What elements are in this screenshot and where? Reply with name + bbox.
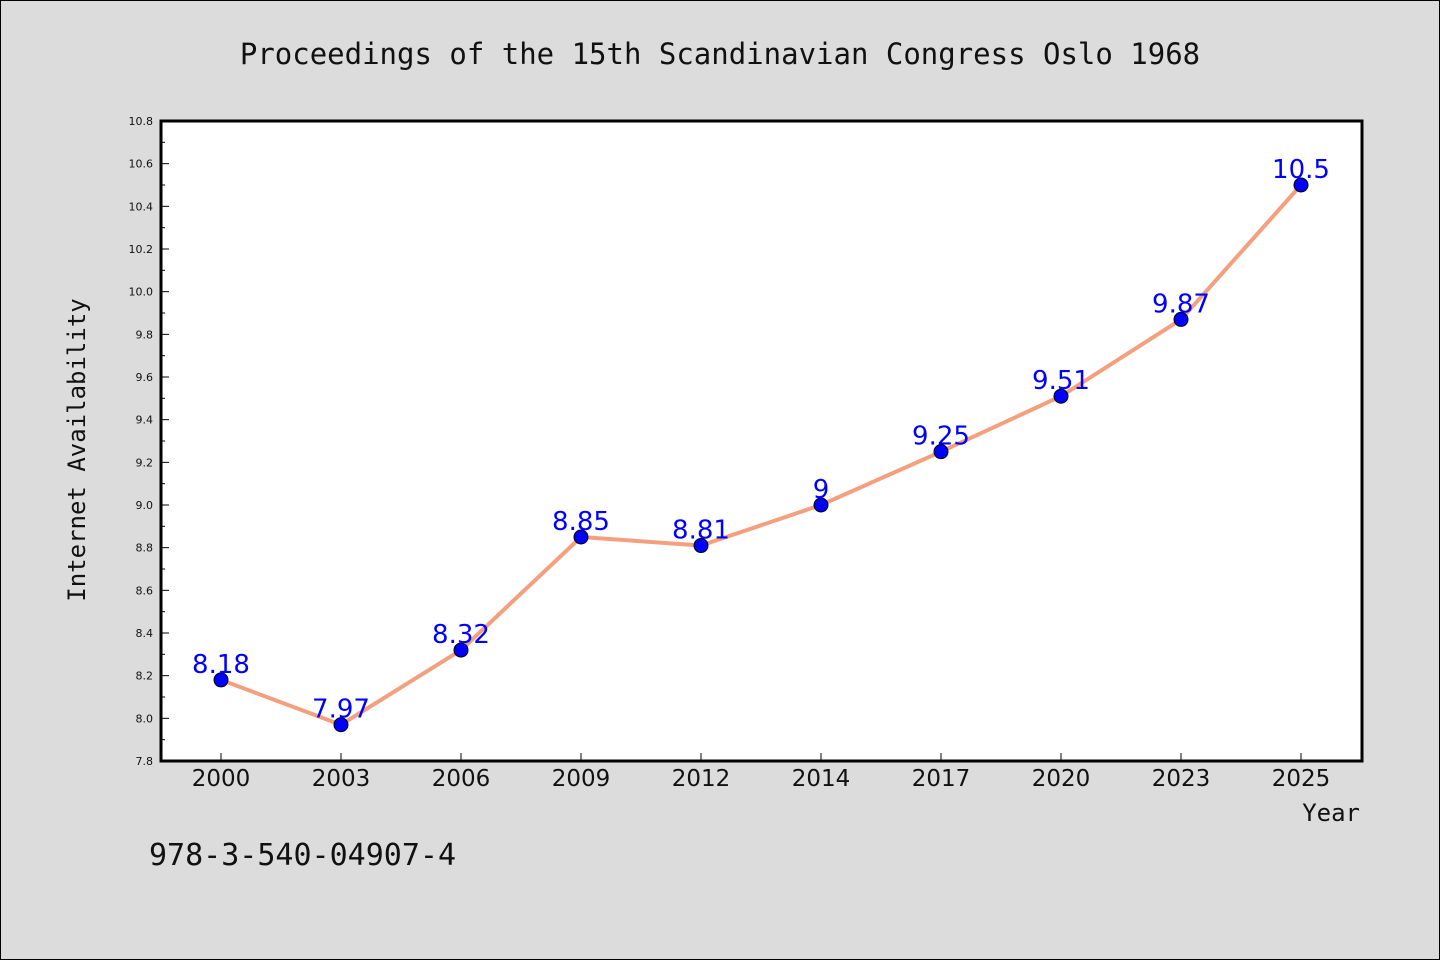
data-point-marker [1053,388,1069,404]
y-tick-label: 9.0 [136,499,154,512]
data-point-marker [213,672,229,688]
y-axis-label: Internet Availability [63,298,91,601]
data-point-marker [813,497,829,513]
x-tick-label: 2003 [312,766,371,792]
y-tick-label: 10.0 [129,286,154,299]
y-tick-label: 10.2 [129,243,154,256]
series-markers [213,177,1309,733]
data-point-marker [693,538,709,554]
x-tick-label: 2012 [672,766,731,792]
y-tick-label: 9.8 [136,328,154,341]
x-tick-label: 2014 [792,766,851,792]
data-label: 8.85 [552,507,610,537]
x-tick-label: 2025 [1272,766,1331,792]
data-point-marker [453,642,469,658]
x-axis-ticks: 2000 2003 2006 2009 2012 2014 2017 2020 2023 2025 [192,753,1331,792]
data-point-marker [1293,177,1309,193]
data-label: 9.51 [1032,366,1090,396]
x-tick-label: 2009 [552,766,611,792]
y-tick-label: 10.4 [129,200,154,213]
series-polyline [219,183,1303,727]
y-tick-label: 8.4 [136,627,154,640]
data-point-marker [573,529,589,545]
data-label: 8.32 [432,620,490,650]
y-tick-label: 10.8 [129,115,154,128]
data-label: 9 [813,475,830,505]
isbn-text: 978-3-540-04907-4 [149,838,456,873]
x-tick-label: 2020 [1032,766,1091,792]
data-label: 9.25 [912,422,970,452]
y-tick-label: 7.8 [136,755,154,768]
chart-title: Proceedings of the 15th Scandinavian Con… [240,37,1200,71]
y-axis-ticks: 7.8 8.0 8.2 8.4 8.6 8.8 9.0 9.2 9.4 9.6 9.8 10.0 10.… [129,115,169,768]
y-tick-label: 8.0 [136,712,154,725]
data-labels: 8.18 7.97 8.32 8.85 8.81 9 9.25 9.51 9.87 10.5 [192,155,1330,725]
x-tick-label: 2017 [912,766,971,792]
data-point-marker [933,444,949,460]
data-label: 8.18 [192,650,250,680]
data-point-marker [1173,311,1189,327]
y-tick-label: 8.8 [136,542,154,555]
y-tick-label: 9.4 [136,414,154,427]
data-label: 9.87 [1152,289,1210,319]
y-tick-label: 9.6 [136,371,154,384]
y-tick-label: 10.6 [129,158,154,171]
data-label: 10.5 [1272,155,1330,185]
series-line [219,183,1303,727]
data-label: 8.81 [672,516,730,546]
x-tick-label: 2000 [192,766,251,792]
data-point-marker [333,717,349,733]
x-tick-label: 2006 [432,766,491,792]
x-axis-label: Year [1302,799,1360,827]
y-tick-label: 8.2 [136,670,154,683]
y-tick-label: 9.2 [136,456,154,469]
plot-area [159,119,1364,763]
data-label: 7.97 [312,695,370,725]
y-tick-label: 8.6 [136,584,154,597]
x-tick-label: 2023 [1152,766,1211,792]
